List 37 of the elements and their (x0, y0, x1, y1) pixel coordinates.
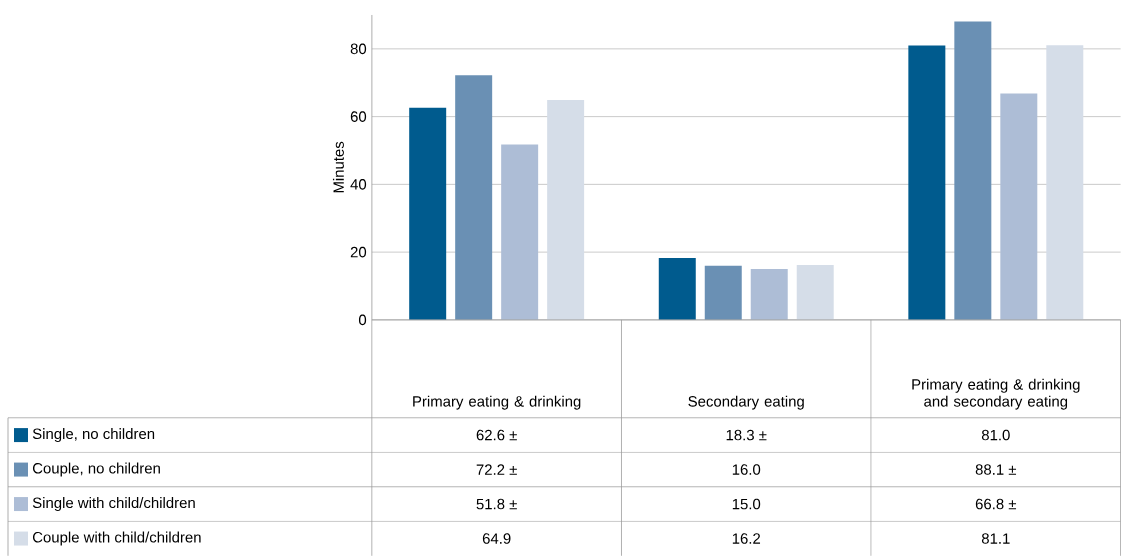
bar (455, 75, 493, 320)
data-label: 15.0 (732, 498, 761, 510)
bar (704, 265, 742, 320)
data-label: 62.6 ± (476, 429, 517, 441)
data-label: 66.8 ± (975, 498, 1017, 510)
y-tick-label: 80 (350, 43, 367, 55)
y-tick-label: 0 (358, 314, 367, 326)
x-tick-label: Secondary eating (688, 395, 804, 410)
y-tick-label: 20 (350, 246, 367, 258)
legend-label: Couple, no children (32, 462, 160, 477)
y-tick-label: 40 (350, 178, 367, 190)
bar (796, 264, 834, 320)
bar (908, 45, 946, 320)
bar (954, 21, 992, 320)
bar (547, 99, 585, 320)
bar (501, 144, 539, 320)
data-label: 64.9 (482, 533, 511, 544)
data-label: 81.1 (981, 533, 1010, 544)
y-tick-label: 60 (350, 111, 367, 122)
data-label: 88.1 ± (975, 464, 1017, 475)
data-label: 72.2 ± (476, 464, 517, 475)
bar (1000, 93, 1038, 320)
data-label: 81.0 (981, 429, 1010, 441)
bar (750, 268, 788, 320)
data-label: 51.8 ± (476, 498, 517, 510)
bar (1046, 45, 1084, 320)
data-label: 16.2 (732, 533, 761, 544)
x-tick-label: Primary eating & drinking and secondary eating (912, 378, 1080, 410)
bar (658, 257, 696, 320)
y-axis-title: Minutes (332, 141, 344, 193)
legend-label: Couple with child/children (32, 531, 201, 546)
bar (409, 107, 447, 320)
x-tick-label: Primary eating & drinking (413, 395, 581, 410)
data-label: 16.0 (732, 464, 761, 475)
data-label: 18.3 ± (726, 429, 767, 441)
legend-label: Single with child/children (32, 497, 195, 511)
legend-label: Single, no children (32, 428, 155, 442)
